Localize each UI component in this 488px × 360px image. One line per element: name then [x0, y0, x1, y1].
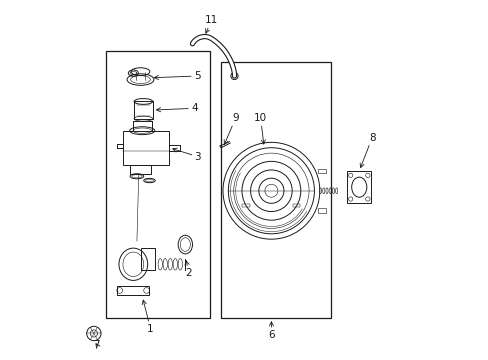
Text: 9: 9 [224, 113, 238, 144]
Bar [106, 51, 210, 318]
Bar [129, 165, 151, 174]
Text: 11: 11 [204, 15, 218, 33]
Text: 1: 1 [142, 300, 154, 334]
Text: 3: 3 [172, 148, 201, 162]
Bar [122, 131, 169, 165]
Bar [134, 102, 152, 119]
Text: 5: 5 [154, 71, 200, 81]
Text: 10: 10 [254, 113, 266, 144]
Bar [346, 171, 371, 203]
Bar [140, 248, 155, 270]
Text: 6: 6 [267, 322, 274, 340]
Bar [318, 169, 325, 173]
Text: 7: 7 [93, 340, 100, 350]
Bar [117, 286, 149, 295]
Bar [221, 62, 330, 318]
Bar [318, 208, 325, 213]
Text: 2: 2 [184, 261, 192, 278]
Bar [242, 204, 249, 207]
Text: 4: 4 [156, 103, 197, 113]
Bar [293, 204, 300, 207]
Text: 8: 8 [360, 133, 375, 167]
